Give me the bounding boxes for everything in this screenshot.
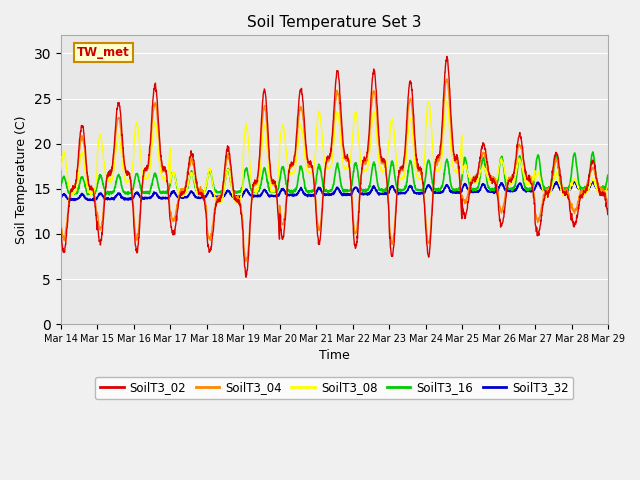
X-axis label: Time: Time bbox=[319, 349, 350, 362]
Y-axis label: Soil Temperature (C): Soil Temperature (C) bbox=[15, 116, 28, 244]
Text: TW_met: TW_met bbox=[77, 46, 130, 59]
Title: Soil Temperature Set 3: Soil Temperature Set 3 bbox=[247, 15, 422, 30]
Legend: SoilT3_02, SoilT3_04, SoilT3_08, SoilT3_16, SoilT3_32: SoilT3_02, SoilT3_04, SoilT3_08, SoilT3_… bbox=[95, 377, 573, 399]
